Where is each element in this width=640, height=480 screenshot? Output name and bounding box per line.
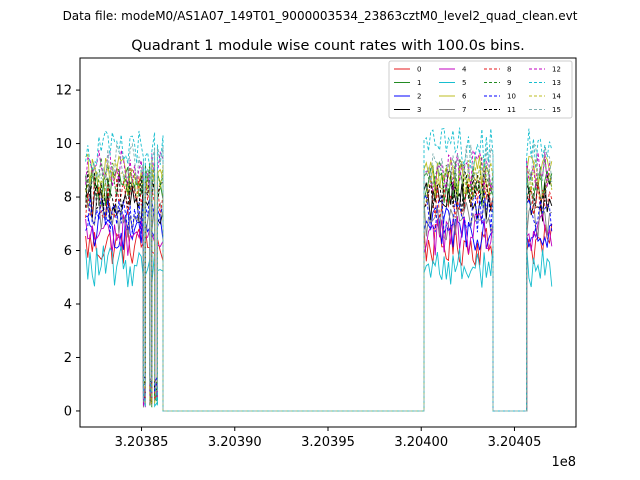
legend-label-4: 4 — [462, 66, 467, 74]
series-line-10 — [85, 193, 553, 412]
legend-label-9: 9 — [507, 79, 511, 87]
plot-area — [79, 57, 577, 428]
legend-label-14: 14 — [552, 93, 561, 101]
series-line-1 — [85, 164, 553, 412]
legend-label-7: 7 — [462, 106, 466, 114]
legend-label-8: 8 — [507, 66, 511, 74]
series-line-15 — [85, 142, 553, 412]
legend-label-1: 1 — [417, 79, 421, 87]
y-axis: 0 2 4 6 8 10 12 — [55, 84, 80, 419]
x-tick-label: 3.20385 — [115, 435, 169, 450]
chart-title: Quadrant 1 module wise count rates with … — [131, 38, 525, 54]
x-axis-offset-label: 1e8 — [551, 455, 576, 470]
y-tick-label: 8 — [64, 191, 72, 206]
legend-box — [388, 60, 573, 119]
legend-label-12: 12 — [552, 66, 561, 74]
series-layer — [85, 127, 553, 412]
y-tick-label: 10 — [55, 137, 72, 152]
x-tick-label: 3.20395 — [301, 435, 355, 450]
series-line-8 — [85, 176, 553, 412]
y-tick-label: 4 — [64, 298, 72, 313]
x-axis: 3.20385 3.20390 3.20395 3.20400 3.20405 — [115, 427, 542, 450]
legend-label-5: 5 — [462, 79, 466, 87]
x-tick-label: 3.20400 — [394, 435, 448, 450]
legend-label-15: 15 — [552, 106, 561, 114]
figure-suptitle: Data file: modeM0/AS1A07_149T01_90000035… — [63, 9, 578, 23]
legend-label-6: 6 — [462, 93, 467, 101]
legend-label-13: 13 — [552, 79, 561, 87]
x-tick-label: 3.20405 — [488, 435, 542, 450]
legend-label-2: 2 — [417, 93, 421, 101]
series-line-7 — [85, 196, 552, 412]
legend-label-0: 0 — [417, 66, 421, 74]
series-line-13 — [85, 127, 553, 412]
series-line-5 — [85, 245, 553, 412]
y-tick-label: 0 — [64, 404, 72, 419]
legend-label-11: 11 — [507, 106, 516, 114]
y-tick-label: 2 — [64, 351, 72, 366]
legend-label-3: 3 — [417, 106, 421, 114]
x-tick-label: 3.20390 — [208, 435, 262, 450]
y-tick-label: 12 — [55, 84, 72, 99]
legend-label-10: 10 — [507, 93, 516, 101]
y-tick-label: 6 — [64, 244, 72, 259]
